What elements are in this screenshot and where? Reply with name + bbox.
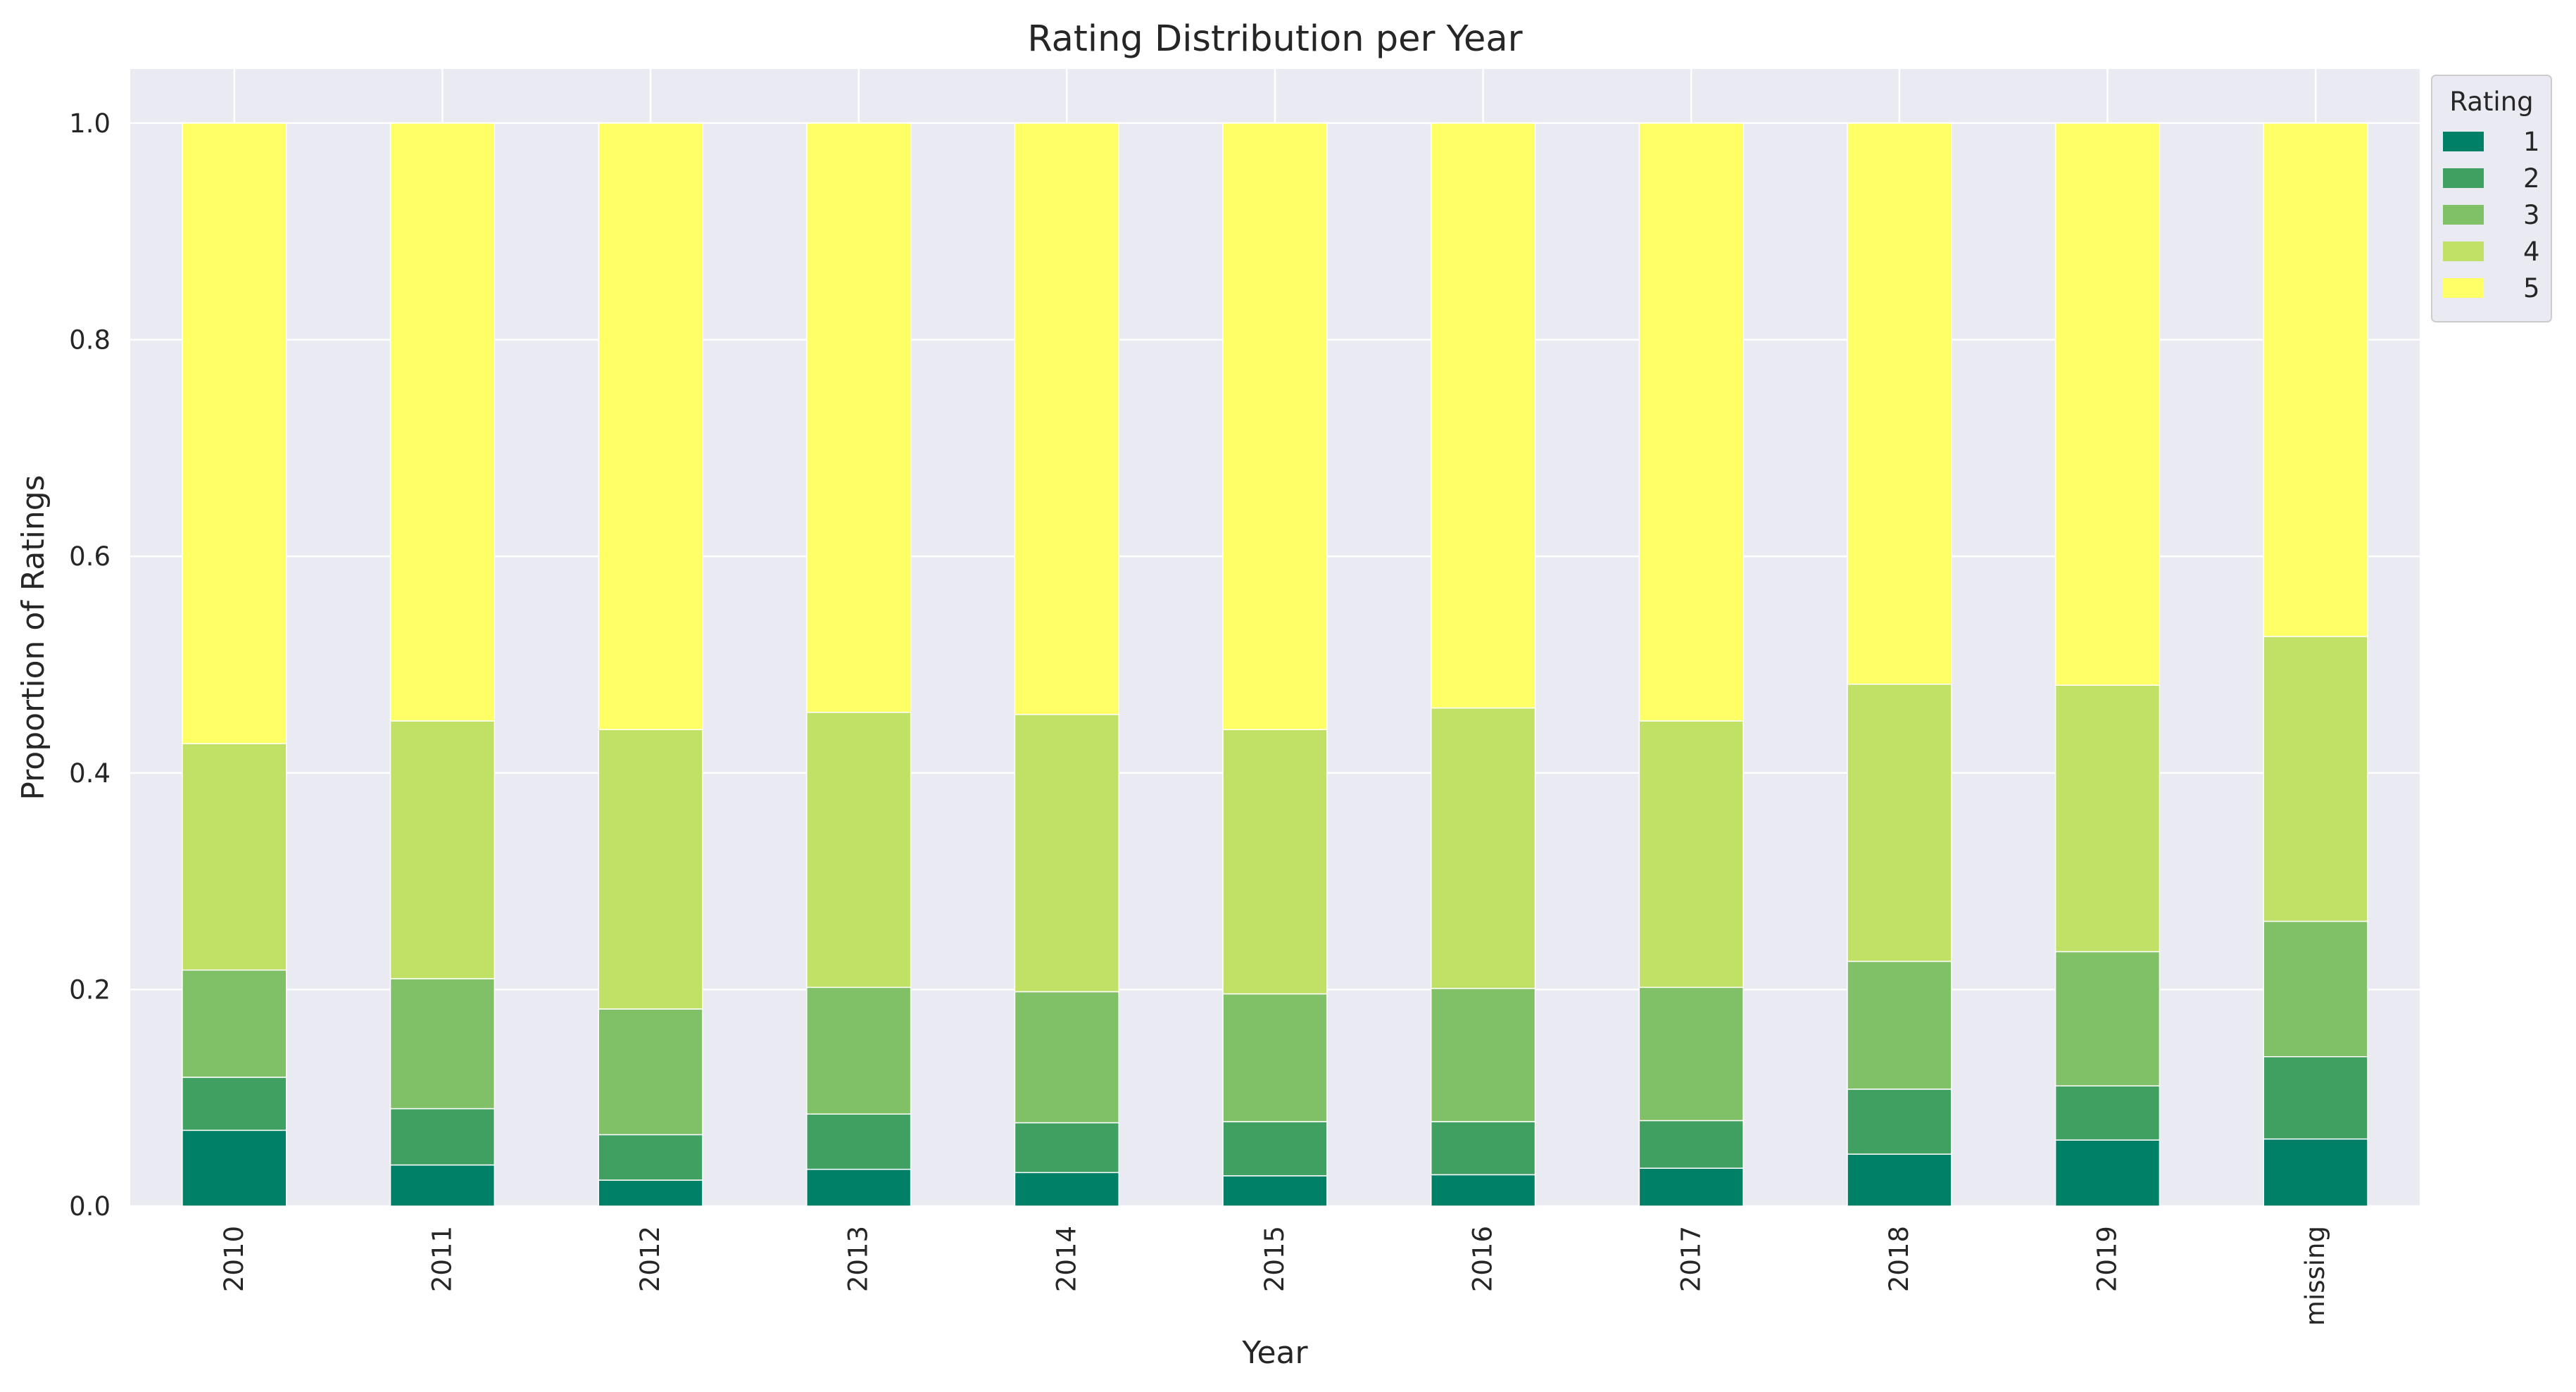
bar-segment-rating-1	[598, 1179, 703, 1207]
legend-swatch-rating-1	[2443, 132, 2484, 151]
x-axis-ticks: 2010 2011 2012 2013 2014 2015 2016 2017 2018 2019…	[219, 1226, 2330, 1326]
bar-segment-rating-5	[182, 123, 287, 744]
legend-label-rating-1: 1	[2523, 127, 2540, 157]
bar-segment-rating-5	[1430, 123, 1536, 709]
bar-segment-rating-2	[598, 1134, 703, 1181]
y-tick-label: 0.4	[69, 758, 111, 789]
y-tick-label: 0.2	[69, 974, 111, 1005]
legend-swatch-rating-4	[2443, 242, 2484, 261]
legend-label-rating-2: 2	[2523, 163, 2540, 194]
x-tick-label: 2013	[843, 1226, 874, 1292]
chart-title: Rating Distribution per Year	[1027, 18, 1522, 60]
bar-segment-rating-1	[1847, 1153, 1952, 1207]
bar-segment-rating-4	[1847, 683, 1952, 963]
y-axis-label: Proportion of Ratings	[15, 475, 51, 800]
bar-segment-rating-3	[389, 978, 496, 1110]
bar-segment-rating-2	[389, 1108, 496, 1166]
legend-swatch-rating-2	[2443, 168, 2484, 188]
x-tick-label: 2016	[1468, 1226, 1498, 1292]
bar-segment-rating-4	[1014, 713, 1120, 993]
bar-segment-rating-3	[1847, 960, 1952, 1090]
y-tick-label: 0.0	[69, 1191, 111, 1222]
bar-segment-rating-1	[1222, 1175, 1328, 1207]
bar-segment-rating-2	[1847, 1089, 1952, 1155]
bar-segment-rating-3	[1014, 991, 1120, 1124]
bar-segment-rating-5	[1222, 123, 1328, 730]
bar-segment-rating-5	[598, 123, 703, 730]
bar-segment-rating-4	[1430, 707, 1536, 989]
bar-segment-rating-4	[2263, 636, 2368, 922]
bar-segment-rating-2	[1430, 1121, 1536, 1176]
bar-segment-rating-4	[598, 729, 703, 1010]
bar-segment-rating-3	[1430, 988, 1536, 1122]
legend-label-rating-5: 5	[2523, 273, 2540, 303]
bar-segment-rating-3	[2054, 951, 2161, 1087]
bar-segment-rating-4	[1222, 729, 1328, 995]
bar-segment-rating-1	[806, 1168, 912, 1207]
legend-swatch-rating-3	[2443, 205, 2484, 225]
bar-segment-rating-2	[2263, 1055, 2368, 1140]
bar-segment-rating-2	[806, 1113, 912, 1170]
bar-segment-rating-4	[389, 720, 496, 979]
legend-label-rating-3: 3	[2523, 200, 2540, 230]
legend-title: Rating	[2449, 87, 2533, 117]
bar-segment-rating-3	[806, 986, 912, 1115]
y-axis-ticks: 0.0 0.2 0.4 0.6 0.8 1.0	[69, 108, 111, 1222]
bar-segment-rating-1	[389, 1164, 496, 1207]
x-axis-label: Year	[1241, 1335, 1308, 1371]
bar-segment-rating-5	[1847, 123, 1952, 685]
bar-segment-rating-1	[2263, 1138, 2368, 1207]
y-tick-label: 1.0	[69, 108, 111, 139]
legend-label-rating-4: 4	[2523, 237, 2540, 267]
legend-swatch-rating-5	[2443, 278, 2484, 298]
x-tick-label: 2011	[427, 1226, 457, 1292]
bar-segment-rating-4	[1638, 720, 1744, 989]
bar-segment-rating-2	[182, 1077, 287, 1131]
bar-segment-rating-2	[2054, 1085, 2161, 1141]
x-tick-label: 2010	[219, 1226, 249, 1292]
bar-segment-rating-4	[182, 743, 287, 971]
bar-segment-rating-1	[1430, 1174, 1536, 1207]
x-tick-label: 2017	[1676, 1226, 1706, 1292]
bars	[182, 123, 2368, 1207]
bar-segment-rating-4	[806, 711, 912, 989]
x-tick-label: 2014	[1051, 1226, 1081, 1292]
bar-segment-rating-5	[2263, 123, 2368, 637]
bar-segment-rating-2	[1638, 1120, 1744, 1169]
bar-segment-rating-5	[1638, 123, 1744, 722]
x-tick-label: missing	[2300, 1226, 2330, 1326]
bar-segment-rating-2	[1222, 1121, 1328, 1177]
bar-segment-rating-3	[2263, 920, 2368, 1058]
bar-segment-rating-2	[1014, 1122, 1120, 1174]
bar-segment-rating-1	[1638, 1167, 1744, 1207]
x-tick-label: 2012	[635, 1226, 665, 1292]
x-tick-label: 2019	[2092, 1226, 2123, 1292]
y-tick-label: 0.8	[69, 325, 111, 356]
bar-segment-rating-5	[389, 123, 496, 722]
bar-segment-rating-5	[2054, 123, 2161, 686]
legend-items: 1 2 3 4 5	[2443, 127, 2540, 303]
x-tick-label: 2015	[1259, 1226, 1290, 1292]
bar-segment-rating-1	[1014, 1172, 1120, 1207]
bar-segment-rating-4	[2054, 684, 2161, 953]
bar-segment-rating-5	[806, 123, 912, 713]
bar-segment-rating-3	[182, 969, 287, 1078]
y-tick-label: 0.6	[69, 541, 111, 572]
x-tick-label: 2018	[1884, 1226, 1914, 1292]
bar-segment-rating-3	[1638, 986, 1744, 1122]
bar-segment-rating-1	[2054, 1139, 2161, 1207]
bar-segment-rating-3	[598, 1008, 703, 1136]
legend: Rating 1 2 3 4 5	[2431, 75, 2552, 322]
bar-segment-rating-5	[1014, 123, 1120, 715]
bar-segment-rating-3	[1222, 993, 1328, 1122]
bar-segment-rating-1	[182, 1129, 287, 1207]
